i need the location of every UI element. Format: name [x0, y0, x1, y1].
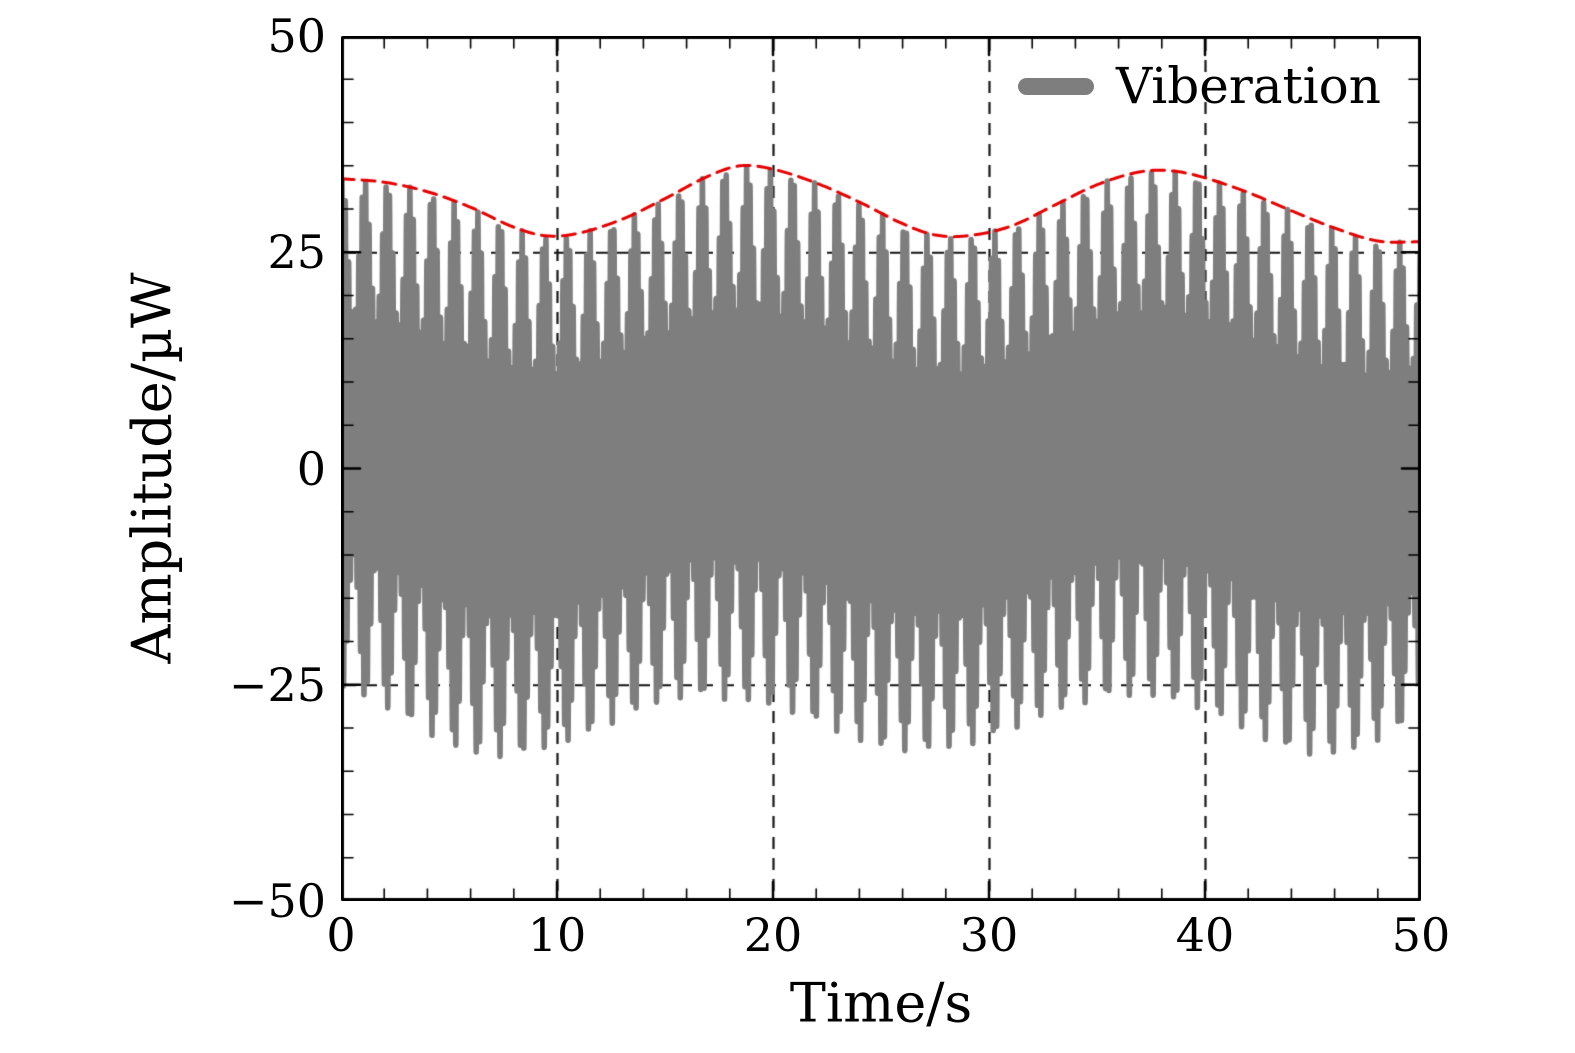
x-axis-title: Time/s [789, 971, 973, 1035]
y-tick-label: −50 [228, 874, 326, 928]
y-axis-title: Amplitude/µW [120, 272, 184, 664]
x-tick-label: 50 [1391, 908, 1451, 962]
legend-line-marker [1018, 77, 1094, 95]
y-tick-label: 0 [296, 441, 326, 496]
x-tick-label: 10 [527, 908, 587, 962]
x-tick-label: 20 [743, 908, 803, 962]
legend-label: Viberation [1116, 57, 1381, 115]
y-tick-label: 50 [267, 9, 326, 63]
x-tick-label: 0 [326, 908, 356, 962]
legend: Viberation [1018, 57, 1381, 115]
x-tick-label: 30 [959, 908, 1019, 962]
y-tick-label: 25 [267, 225, 326, 280]
plot-canvas [341, 36, 1421, 901]
x-tick-label: 40 [1175, 908, 1235, 962]
y-tick-label: −25 [228, 657, 326, 712]
